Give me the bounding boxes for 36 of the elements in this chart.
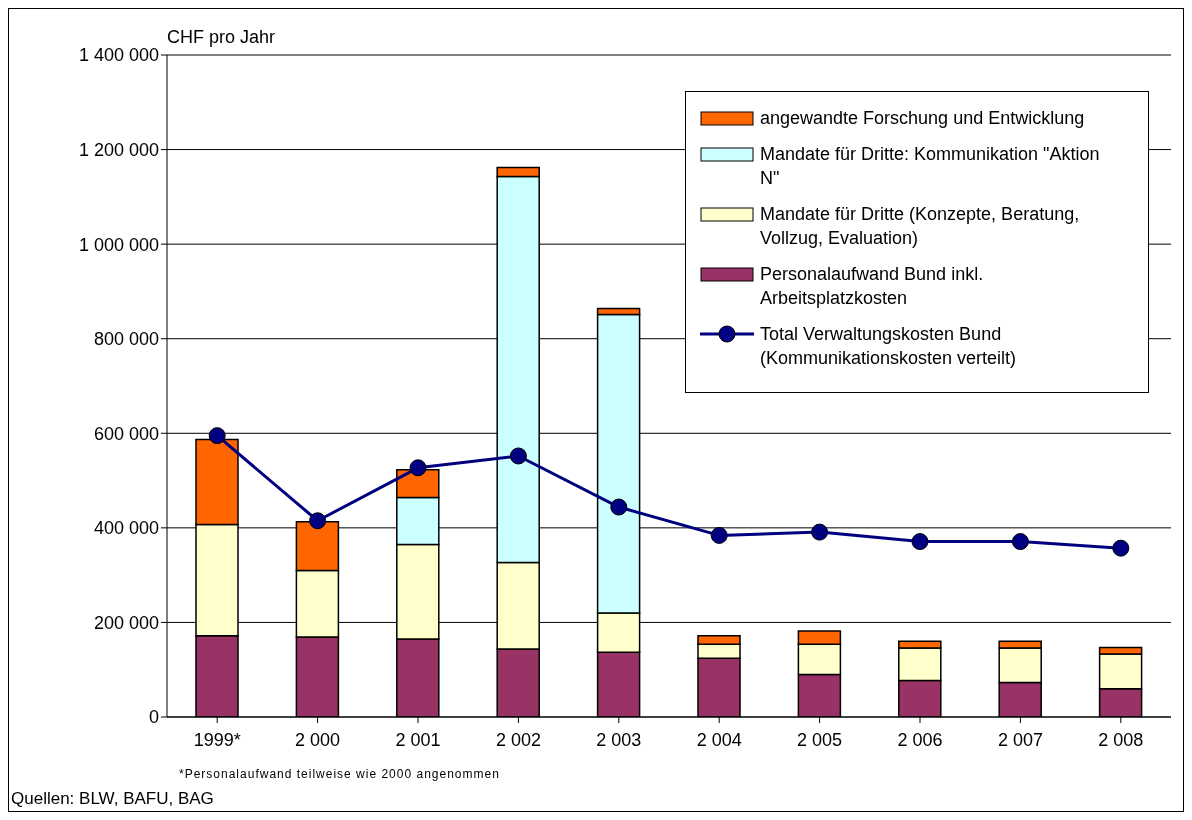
point bbox=[811, 523, 829, 541]
legend-label: Mandate für Dritte (Konzepte, Beratung, Vollzug, Evaluation) bbox=[760, 203, 1081, 250]
y-axis-title: CHF pro Jahr bbox=[167, 27, 276, 48]
y-tick-label: 800 000 bbox=[93, 329, 159, 350]
y-tick-label: 400 000 bbox=[93, 518, 159, 539]
y-tick-label: 1 200 000 bbox=[78, 139, 159, 160]
legend-label: Mandate für Dritte: Kommunikation "Aktion N" bbox=[760, 143, 1101, 190]
source-note: Quellen: BLW, BAFU, BAG bbox=[11, 789, 214, 809]
x-tick-label: 2 007 bbox=[997, 729, 1043, 750]
x-tick-label: 2 003 bbox=[596, 729, 642, 750]
point bbox=[911, 533, 929, 551]
text: *Personalaufwand teilweise wie 2000 angenommen bbox=[179, 767, 500, 781]
point bbox=[1112, 539, 1130, 557]
x-tick-label: 2 006 bbox=[897, 729, 943, 750]
point bbox=[208, 427, 226, 445]
legend-label: Total Verwaltungskosten Bund (Kommunikationskosten verteilt) bbox=[760, 323, 1018, 370]
point bbox=[1011, 533, 1029, 551]
x-tick-label: 2 004 bbox=[696, 729, 742, 750]
y-tick-label: 600 000 bbox=[93, 423, 159, 444]
point bbox=[309, 512, 327, 530]
x-tick-label: 2 005 bbox=[797, 729, 843, 750]
point bbox=[610, 498, 628, 516]
point bbox=[509, 447, 527, 465]
y-tick-label: 200 000 bbox=[93, 612, 159, 633]
x-tick-label: 1999* bbox=[193, 729, 241, 750]
x-tick-label: 2 008 bbox=[1098, 729, 1144, 750]
point bbox=[409, 459, 427, 477]
y-tick-label: 0 bbox=[148, 707, 159, 728]
point bbox=[710, 526, 728, 544]
legend-label: Personalaufwand Bund inkl. Arbeitsplatzkosten bbox=[760, 263, 985, 310]
x-tick-label: 2 002 bbox=[495, 729, 541, 750]
x-tick-label: 2 001 bbox=[395, 729, 441, 750]
x-tick-label: 2 000 bbox=[295, 729, 341, 750]
y-tick-label: 1 400 000 bbox=[78, 45, 159, 66]
legend-label: angewandte Forschung und Entwicklung bbox=[760, 107, 1086, 130]
y-tick-label: 1 000 000 bbox=[78, 234, 159, 255]
